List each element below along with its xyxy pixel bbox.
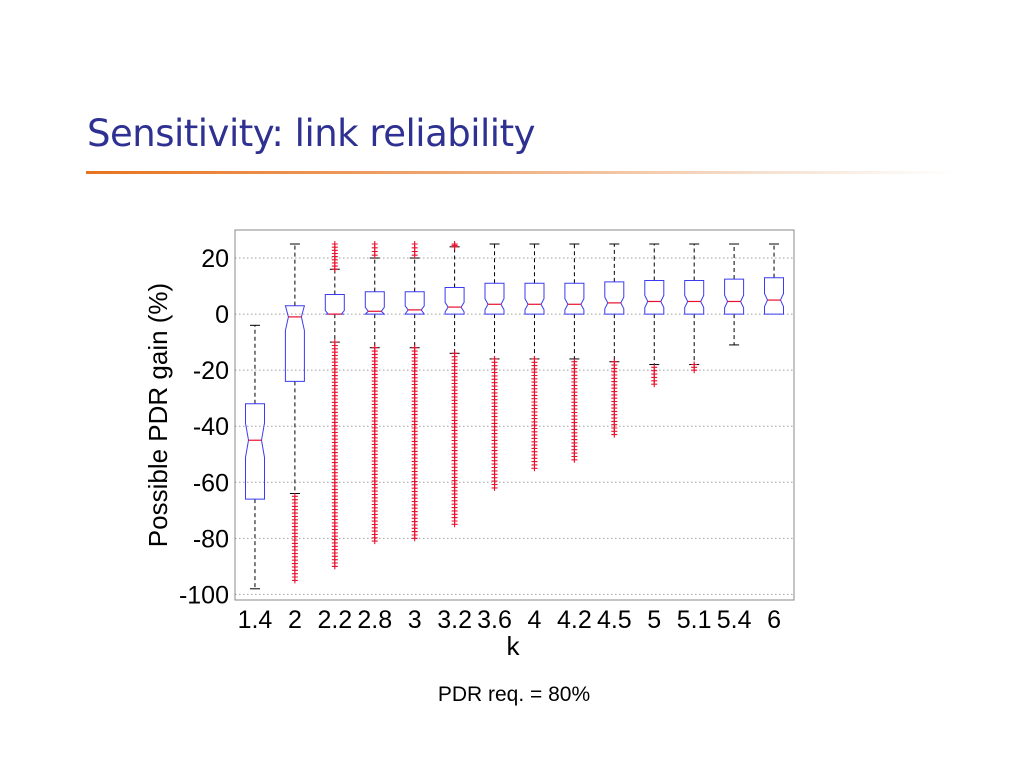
y-tick-label: -40	[193, 413, 229, 441]
box-body	[724, 278, 745, 315]
box-body	[404, 291, 425, 315]
caption-text: PDR req. = 80%	[437, 683, 591, 706]
outlier-marker	[491, 355, 498, 362]
box-body	[444, 287, 465, 315]
outlier-marker	[651, 364, 658, 371]
outlier-marker	[531, 355, 538, 362]
plot-frame	[234, 229, 795, 601]
x-tick-label: 1.4	[238, 606, 273, 634]
outlier-marker	[371, 241, 378, 247]
outlier-marker	[571, 358, 578, 365]
box-body	[644, 280, 665, 315]
box-body	[245, 403, 265, 500]
x-tick-label: 5	[647, 606, 661, 634]
x-axis-label: k	[507, 631, 521, 661]
x-tick-label: 2	[288, 606, 302, 634]
x-tick-label: 5.1	[677, 606, 712, 634]
slide-title: Sensitivity: link reliability	[87, 112, 535, 155]
y-tick-label: -80	[193, 525, 229, 553]
box-layer	[245, 241, 784, 590]
box-k-3.2	[444, 241, 465, 528]
x-tick-label: 5.4	[717, 606, 752, 634]
y-tick-label: -100	[179, 581, 229, 609]
box-body	[604, 281, 625, 315]
y-axis-label: Possible PDR gain (%)	[143, 283, 173, 547]
box-k-1.4	[245, 324, 265, 590]
outlier-marker	[411, 241, 418, 247]
box-k-5	[644, 243, 665, 388]
box-body	[764, 277, 784, 315]
outlier-marker	[411, 344, 418, 351]
box-body	[524, 282, 545, 315]
x-tick-label: 2.2	[317, 606, 352, 634]
title-underline	[86, 171, 956, 174]
box-body	[284, 305, 306, 382]
outlier-marker	[331, 339, 338, 346]
x-tick-label: 4.2	[557, 606, 592, 634]
grid-layer	[235, 257, 794, 595]
box-body	[324, 294, 345, 315]
box-body	[684, 280, 705, 315]
x-tick-label: 6	[767, 606, 781, 634]
outlier-marker	[611, 358, 618, 365]
x-tick-label: 2.8	[357, 606, 392, 634]
outlier-marker	[371, 344, 378, 351]
x-tick-label: 4	[528, 606, 542, 634]
x-tick-label: 3.2	[437, 606, 472, 634]
box-k-4.5	[604, 243, 625, 438]
x-tick-label: 4.5	[597, 606, 632, 634]
x-tick-labels: 1.4 2 2.2 2.8 3 3.2 3.6 4 4.2 4.5 5 5.1 5.4 6	[238, 606, 781, 634]
outlier-marker	[691, 361, 698, 368]
outlier-marker	[451, 350, 458, 357]
outlier-marker	[451, 241, 458, 247]
box-k-3.6	[484, 243, 505, 491]
box-k-3	[404, 241, 425, 542]
box-k-2	[284, 243, 306, 584]
box-k-2.2	[324, 241, 345, 570]
y-tick-label: -20	[193, 357, 229, 385]
outlier-marker	[331, 241, 338, 247]
x-tick-label: 3	[408, 606, 422, 634]
box-k-5.1	[684, 243, 705, 374]
box-k-4	[524, 243, 545, 472]
y-tick-label: 0	[215, 301, 229, 329]
box-k-2.8	[364, 241, 386, 545]
y-tick-label: 20	[201, 245, 229, 273]
box-body	[484, 282, 505, 315]
box-k-6	[764, 243, 784, 315]
y-tick-labels: 20 0 -20 -40 -60 -80 -100	[179, 245, 229, 609]
y-tick-label: -60	[193, 469, 229, 497]
chart-caption: PDR req. = 80%	[0, 683, 1024, 707]
box-k-5.4	[724, 243, 745, 346]
x-tick-label: 3.6	[477, 606, 512, 634]
box-body	[364, 291, 386, 315]
box-body	[564, 282, 585, 315]
box-k-4.2	[564, 243, 585, 463]
outlier-marker	[291, 493, 298, 500]
